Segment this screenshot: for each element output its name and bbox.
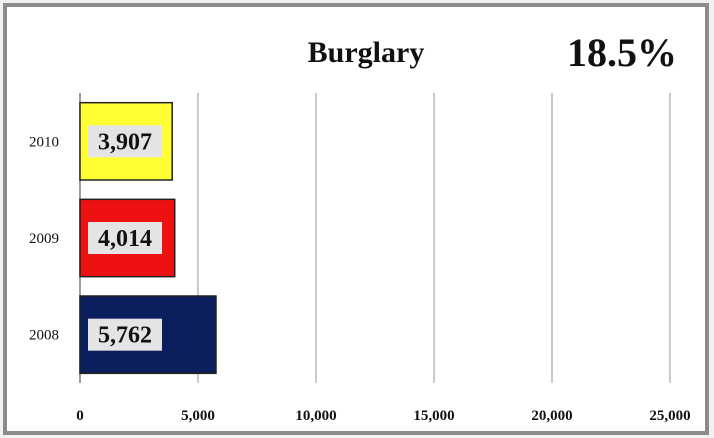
x-tick-label: 25,000	[649, 408, 690, 424]
gridlines	[197, 93, 671, 383]
percent-change-annotation: 18.5%	[567, 30, 677, 75]
data-label-box	[88, 222, 162, 254]
x-tick-label: 15,000	[413, 408, 454, 424]
data-label-box	[88, 318, 162, 351]
y-category-label: 2008	[29, 328, 59, 344]
bars	[79, 101, 217, 375]
y-category-label: 2009	[29, 231, 59, 247]
y-category-label: 2010	[29, 134, 59, 150]
x-tick-label: 20,000	[531, 408, 572, 424]
chart-title: Burglary	[308, 36, 425, 69]
x-tick-label: 0	[76, 408, 84, 424]
x-tick-label: 10,000	[295, 408, 336, 424]
labels: 0 5,000 10,000 15,000 20,000 25,000 3,907 2010 4…	[29, 129, 691, 424]
data-label-2008: 5,762	[98, 323, 152, 349]
data-label-box	[88, 125, 162, 158]
data-label-2009: 4,014	[98, 226, 152, 252]
x-tick-label: 5,000	[181, 408, 215, 424]
data-label-2010: 3,907	[98, 129, 152, 155]
